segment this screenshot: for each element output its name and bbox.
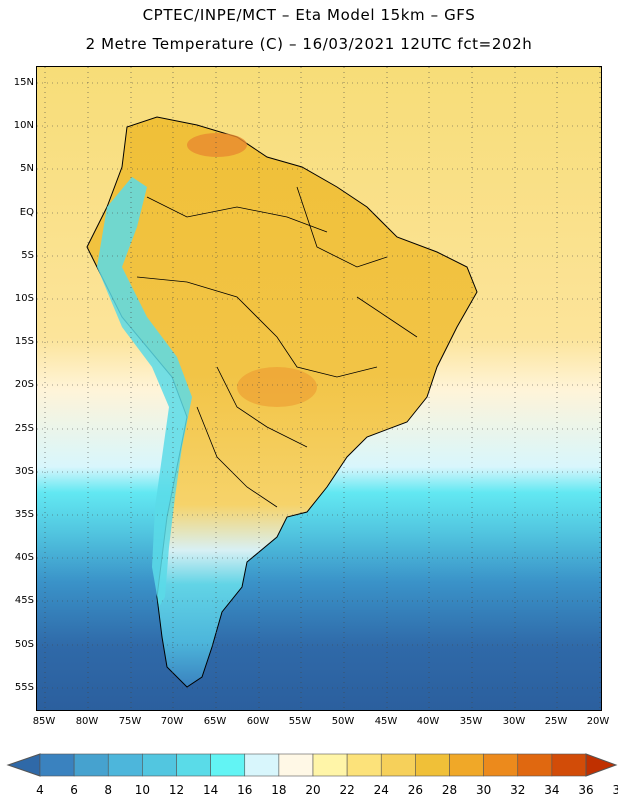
lat-label: 40S (14, 552, 34, 563)
colorbar-label: 20 (305, 783, 321, 797)
colorbar (6, 753, 618, 777)
colorbar-label: 16 (237, 783, 253, 797)
lat-label: 20S (14, 379, 34, 390)
colorbar-arrow-low (6, 753, 41, 777)
country-borders (136, 186, 418, 508)
lat-label: 15S (14, 336, 34, 347)
colorbar-swatch (312, 753, 348, 777)
colorbar-swatch (415, 753, 450, 777)
lon-label: 30W (502, 716, 526, 727)
colorbar-label: 32 (510, 783, 526, 797)
lon-label: 55W (288, 716, 312, 727)
lat-label: 30S (14, 466, 34, 477)
lat-label: 10S (14, 293, 34, 304)
lat-label: 35S (14, 509, 34, 520)
colorbar-label: 34 (544, 783, 560, 797)
lat-label: EQ (19, 207, 34, 218)
lon-label: 20W (586, 716, 610, 727)
lon-label: 75W (118, 716, 142, 727)
lat-label: 15N (13, 77, 34, 88)
colorbar-label: 10 (134, 783, 151, 797)
hot-spot-central (237, 367, 317, 407)
colorbar-arrow-high (585, 753, 618, 777)
map-canvas (37, 67, 601, 710)
colorbar-swatch (142, 753, 177, 777)
colorbar-label: 38 (612, 783, 618, 797)
colorbar-swatch (107, 753, 143, 777)
temperature-map (36, 66, 602, 711)
lon-label: 25W (544, 716, 568, 727)
colorbar-label: 28 (441, 783, 458, 797)
lon-label: 80W (75, 716, 99, 727)
lon-label: 70W (160, 716, 184, 727)
colorbar-label: 14 (202, 783, 219, 797)
colorbar-swatch (380, 753, 416, 777)
lon-label: 45W (374, 716, 398, 727)
lat-label: 25S (14, 423, 34, 434)
colorbar-label: 18 (271, 783, 287, 797)
colorbar-label: 6 (70, 783, 78, 797)
colorbar-swatch (551, 753, 587, 777)
lat-label: 10N (13, 120, 34, 131)
colorbar-label: 24 (373, 783, 389, 797)
lat-label: 45S (14, 595, 34, 606)
colorbar-label: 12 (168, 783, 185, 797)
colorbar-label: 26 (407, 783, 424, 797)
colorbar-swatch (244, 753, 280, 777)
lon-label: 85W (32, 716, 56, 727)
lon-label: 60W (246, 716, 270, 727)
andes-cold-strip (97, 177, 192, 607)
lat-label: 5N (20, 163, 34, 174)
lat-label: 55S (14, 682, 34, 693)
colorbar-swatch (73, 753, 109, 777)
colorbar-swatch (278, 753, 314, 777)
colorbar-label: 8 (104, 783, 113, 797)
map-title-line-1: CPTEC/INPE/MCT – Eta Model 15km – GFS (142, 6, 476, 24)
lon-label: 65W (203, 716, 227, 727)
lon-label: 50W (331, 716, 355, 727)
colorbar-swatch (346, 753, 382, 777)
colorbar-swatch (517, 753, 553, 777)
lat-label: 50S (14, 639, 34, 650)
colorbar-swatch (39, 753, 75, 777)
colorbar-label: 22 (339, 783, 355, 797)
map-title-line-2: 2 Metre Temperature (C) – 16/03/2021 12U… (85, 35, 533, 53)
colorbar-swatch (483, 753, 519, 777)
colorbar-label: 4 (36, 783, 44, 797)
lat-label: 5S (21, 250, 34, 261)
hot-spot-venezuela (187, 133, 247, 157)
colorbar-swatch (176, 753, 211, 777)
lon-label: 40W (416, 716, 440, 727)
colorbar-label: 30 (475, 783, 492, 797)
colorbar-swatch (210, 753, 246, 777)
colorbar-swatch (449, 753, 484, 777)
colorbar-label: 36 (578, 783, 594, 797)
lon-label: 35W (459, 716, 483, 727)
